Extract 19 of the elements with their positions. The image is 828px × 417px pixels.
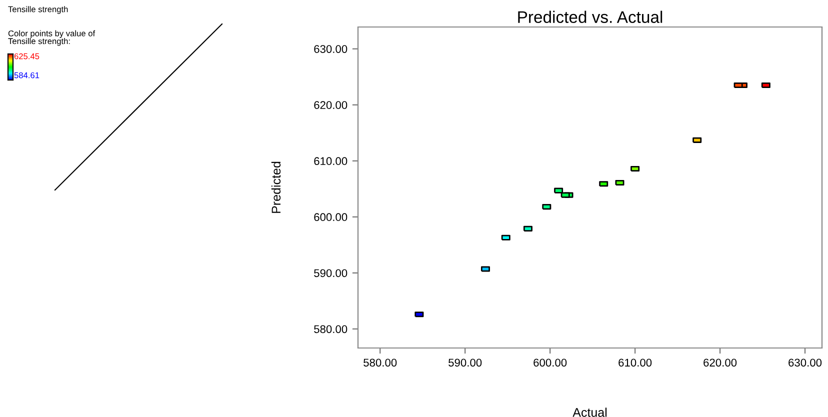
text: Tensille strength: [8, 6, 68, 14]
text: Color points by value of Tensille strength:: [8, 30, 96, 46]
y-tick-label: 620.00: [314, 101, 348, 110]
x-tick-label: 600.00: [534, 358, 567, 367]
text: 584.61: [14, 72, 40, 78]
y-tick-label: 610.00: [314, 157, 348, 166]
y-tick-label: 580.00: [314, 325, 348, 334]
text: 625.45: [14, 53, 40, 60]
y-tick-label: 600.00: [314, 213, 348, 222]
y-axis-title: Predicted: [271, 162, 281, 213]
chart-title: Predicted vs. Actual: [518, 10, 662, 23]
x-tick-label: 630.00: [788, 358, 822, 367]
y-tick-label: 630.00: [314, 45, 348, 53]
x-tick-label: 610.00: [618, 358, 652, 367]
y-tick-label: 590.00: [314, 269, 348, 278]
x-tick-label: 620.00: [704, 358, 737, 367]
x-axis-title: Actual: [572, 408, 607, 417]
x-tick-label: 580.00: [364, 358, 397, 367]
x-tick-label: 590.00: [448, 358, 482, 367]
